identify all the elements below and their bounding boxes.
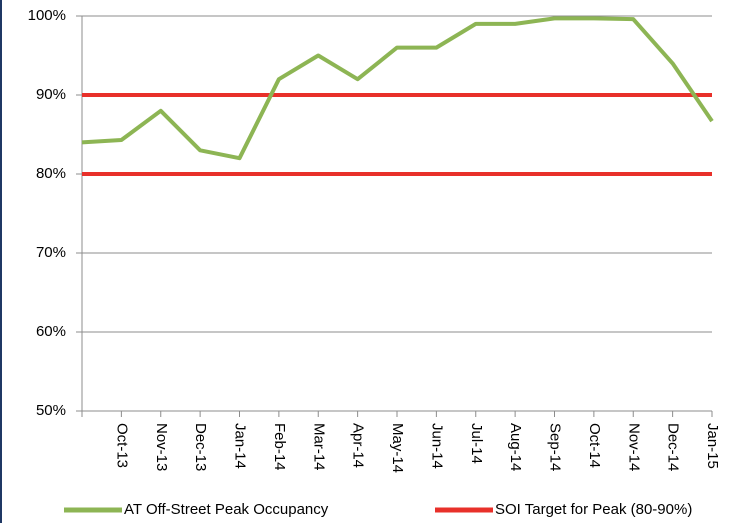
x-tick-label: Apr-14 [350, 423, 367, 468]
x-tick-label: Dec-14 [665, 423, 682, 471]
x-tick-label: Jul-14 [468, 423, 485, 464]
x-tick-label: Feb-14 [271, 423, 288, 471]
y-tick-label: 70% [36, 244, 66, 261]
x-tick-label: May-14 [389, 423, 406, 473]
y-tick-label: 80% [36, 165, 66, 182]
x-tick-label: Jan-15 [704, 423, 721, 469]
left-border [0, 0, 2, 523]
y-tick-label: 60% [36, 323, 66, 340]
x-tick-label: Oct-13 [113, 423, 130, 468]
x-tick-label: Nov-13 [153, 423, 170, 471]
legend-label: AT Off-Street Peak Occupancy [124, 501, 329, 518]
data-line [81, 16, 714, 161]
x-tick-label: Mar-14 [310, 423, 327, 471]
x-tick-label: Aug-14 [507, 423, 524, 471]
x-tick-label: Jan-14 [232, 423, 249, 469]
x-tick-label: Dec-13 [192, 423, 209, 471]
x-tick-label: Sep-14 [547, 423, 564, 471]
y-tick-label: 50% [36, 402, 66, 419]
x-tick-label: Jun-14 [428, 423, 445, 469]
y-tick-label: 100% [28, 7, 66, 24]
legend-label: SOI Target for Peak (80-90%) [495, 501, 692, 518]
x-tick-label: Nov-14 [625, 423, 642, 471]
x-tick-label: Oct-14 [586, 423, 603, 468]
y-tick-label: 90% [36, 86, 66, 103]
